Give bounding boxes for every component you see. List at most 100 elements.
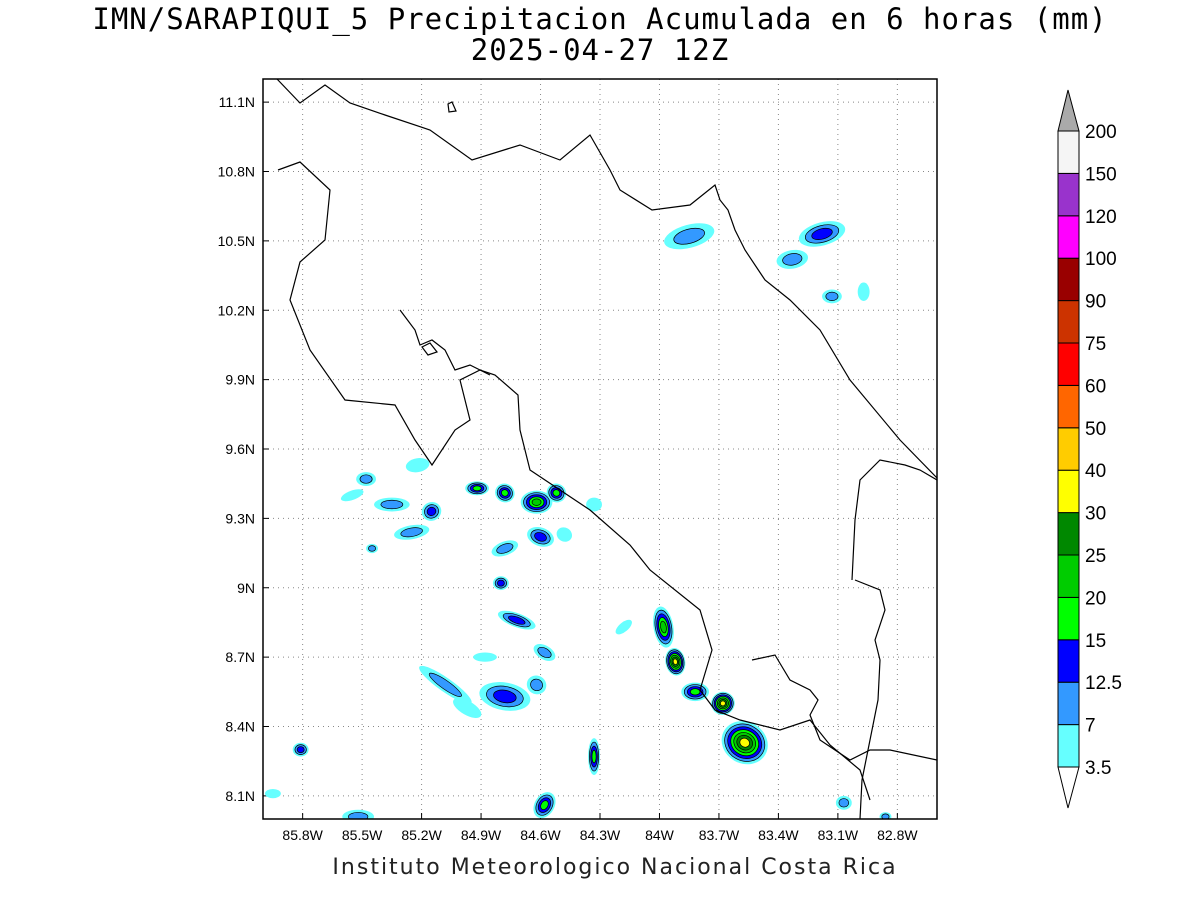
pacific-coastline-north: [276, 79, 937, 479]
lat-tick-label: 9.3N: [225, 510, 255, 526]
precip-cell: [495, 483, 515, 503]
lat-tick-label: 9.6N: [225, 441, 255, 457]
precip-cell: [374, 497, 410, 512]
precip-contour-level-1: [428, 672, 462, 697]
lon-tick-label: 83.7W: [699, 827, 740, 843]
precip-cell: [453, 698, 482, 718]
precip-contour-level-1: [496, 543, 514, 554]
colorbar-label: 200: [1085, 122, 1117, 143]
precip-cell: [776, 249, 808, 269]
precip-contour-level-0: [586, 497, 602, 512]
precip-cell: [491, 540, 519, 557]
precip-cell: [586, 497, 602, 512]
colorbar-swatch: [1057, 257, 1080, 302]
colorbar-label: 90: [1085, 292, 1106, 313]
colorbar-label: 75: [1085, 334, 1106, 355]
lat-tick-label: 8.7N: [225, 649, 255, 665]
colorbar-swatch: [1057, 639, 1080, 683]
map-subtitle-datetime: 2025-04-27 12Z: [470, 33, 730, 67]
colorbar-label: 150: [1085, 164, 1117, 185]
panama-border-south: [854, 579, 886, 819]
colorbar-swatch: [1057, 215, 1080, 259]
colorbar-swatch: [1057, 130, 1080, 174]
precip-contour-level-1: [673, 227, 705, 245]
precip-contour-level-0: [340, 489, 364, 502]
lat-tick-label: 9.9N: [225, 372, 255, 388]
precip-cell: [520, 490, 553, 514]
precip-contour-level-2: [508, 615, 526, 625]
lat-tick-label: 8.1N: [225, 788, 255, 804]
precip-contour-level-6: [720, 700, 726, 707]
precip-contour-level-1: [380, 499, 404, 510]
precip-cell: [588, 738, 600, 776]
precip-cell: [264, 788, 281, 799]
precip-contour-level-2: [497, 579, 505, 587]
precip-cell: [721, 721, 768, 765]
precip-contour-level-1: [368, 545, 377, 552]
precip-contour-level-1: [838, 798, 850, 808]
precip-contour-level-1: [825, 291, 839, 301]
lon-tick-label: 83.1W: [818, 827, 859, 843]
precip-contour-level-0: [264, 788, 281, 799]
precip-cell: [835, 795, 852, 810]
precip-cell: [342, 809, 375, 819]
precip-cell: [527, 526, 554, 547]
colorbar-top-arrow: [1057, 89, 1080, 132]
lon-tick-label: 85.2W: [401, 827, 442, 843]
precip-contour-level-4: [531, 498, 542, 506]
precip-contour-level-0: [556, 527, 573, 542]
precip-contour-level-3: [501, 489, 509, 497]
colorbar-swatch: [1057, 427, 1080, 471]
colorbar-swatch: [1057, 724, 1080, 768]
colorbar-swatch: [1057, 554, 1080, 598]
coastline-borders: [276, 79, 937, 819]
precip-cell: [615, 619, 632, 635]
precip-cell: [356, 472, 376, 486]
lon-tick-label: 84.9W: [461, 827, 502, 843]
precip-cell: [366, 543, 378, 554]
colorbar-swatch: [1057, 172, 1080, 217]
island-outline-2: [421, 342, 438, 356]
precip-contour-level-6: [672, 658, 678, 665]
precip-contour-level-1: [400, 527, 423, 538]
precip-contour-level-2: [296, 746, 305, 754]
colorbar-label: 15: [1085, 631, 1106, 652]
lon-tick-label: 85.5W: [342, 827, 383, 843]
precip-contour-level-0: [405, 458, 430, 473]
lon-tick-label: 82.8W: [877, 827, 918, 843]
precip-cell: [292, 742, 309, 757]
precip-cell: [879, 812, 892, 819]
colorbar-label: 30: [1085, 504, 1106, 525]
precip-cell: [822, 289, 842, 304]
map-title: IMN/SARAPIQUI_5 Precipitacion Acumulada …: [92, 2, 1108, 36]
precip-cell: [533, 644, 556, 661]
lat-tick-label: 11.1N: [219, 94, 255, 110]
colorbar-swatch: [1057, 384, 1080, 429]
colorbar-swatch: [1057, 300, 1080, 344]
colorbar-label: 25: [1085, 546, 1106, 567]
nicoya-coast: [277, 161, 871, 801]
precip-cell: [526, 675, 547, 695]
lon-tick-label: 85.8W: [282, 827, 323, 843]
colorbar-label: 100: [1085, 249, 1117, 270]
lon-tick-label: 84W: [645, 827, 675, 843]
precip-cell: [465, 481, 489, 496]
lat-tick-label: 9N: [237, 580, 255, 596]
lat-tick-label: 10.2N: [218, 302, 255, 318]
precip-contour-level-1: [881, 813, 890, 819]
precip-contour-level-1: [537, 646, 552, 659]
precip-contour-level-3: [540, 800, 549, 810]
colorbar-swatch: [1057, 681, 1080, 726]
precip-cell: [533, 792, 556, 819]
precip-contour-level-0: [857, 282, 870, 301]
colorbar-bottom-arrow: [1057, 766, 1080, 809]
osa-peninsula-coast: [751, 654, 937, 761]
lon-tick-label: 84.3W: [580, 827, 621, 843]
island-outline: [447, 101, 457, 113]
colorbar-swatch: [1057, 512, 1080, 556]
precip-cell: [798, 221, 846, 247]
precip-contour-level-3: [472, 485, 482, 492]
colorbar-label: 7: [1085, 716, 1096, 737]
lon-tick-label: 84.6W: [520, 827, 561, 843]
